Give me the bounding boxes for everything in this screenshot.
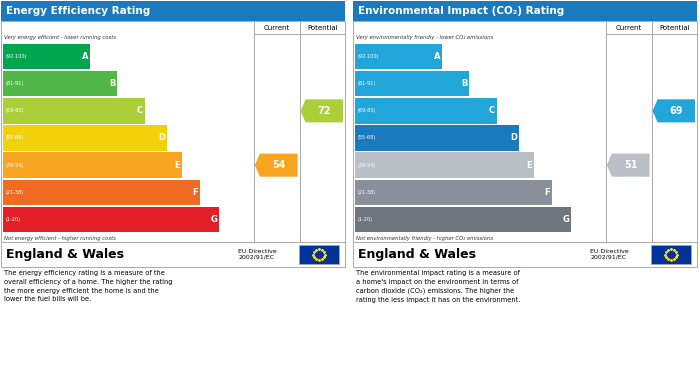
Bar	[353, 21, 697, 242]
Text: (1-20): (1-20)	[6, 217, 21, 222]
Text: (1-20): (1-20)	[358, 217, 373, 222]
Text: (92-100): (92-100)	[358, 54, 379, 59]
Text: (39-54): (39-54)	[6, 163, 24, 168]
Text: E: E	[526, 161, 532, 170]
Text: D: D	[510, 133, 517, 142]
Text: Very environmentally friendly - lower CO₂ emissions: Very environmentally friendly - lower CO…	[356, 35, 494, 40]
Text: 51: 51	[624, 160, 638, 170]
Text: (55-68): (55-68)	[6, 136, 25, 140]
Bar	[3, 44, 90, 69]
Text: The energy efficiency rating is a measure of the
overall efficiency of a home. T: The energy efficiency rating is a measur…	[4, 270, 172, 302]
Text: B: B	[461, 79, 468, 88]
Bar	[3, 98, 145, 124]
Text: A: A	[82, 52, 88, 61]
Text: F: F	[544, 188, 550, 197]
Text: C: C	[136, 106, 143, 115]
Bar	[353, 1, 697, 21]
Bar	[355, 179, 552, 205]
Text: England & Wales: England & Wales	[358, 248, 476, 261]
Polygon shape	[300, 99, 343, 122]
Text: E: E	[174, 161, 180, 170]
Text: (55-68): (55-68)	[358, 136, 377, 140]
Bar	[1, 1, 345, 21]
Text: B: B	[109, 79, 116, 88]
Bar	[355, 71, 470, 97]
Text: 54: 54	[272, 160, 286, 170]
Text: C: C	[489, 106, 495, 115]
Bar	[299, 245, 340, 264]
Bar	[355, 207, 571, 232]
Text: (81-91): (81-91)	[6, 81, 25, 86]
Text: (81-91): (81-91)	[358, 81, 377, 86]
Bar	[3, 152, 182, 178]
Text: (69-80): (69-80)	[358, 108, 377, 113]
Text: (21-38): (21-38)	[6, 190, 24, 195]
Bar	[3, 207, 220, 232]
Bar	[355, 152, 534, 178]
Text: D: D	[158, 133, 165, 142]
Bar	[353, 242, 697, 267]
Bar	[650, 245, 691, 264]
Text: Not environmentally friendly - higher CO₂ emissions: Not environmentally friendly - higher CO…	[356, 236, 493, 241]
Polygon shape	[255, 154, 298, 177]
Bar	[3, 71, 118, 97]
Text: (92-100): (92-100)	[6, 54, 27, 59]
Bar	[1, 21, 345, 242]
Text: Current: Current	[264, 25, 290, 30]
Text: G: G	[563, 215, 570, 224]
Text: Current: Current	[615, 25, 642, 30]
Text: Potential: Potential	[307, 25, 337, 30]
Text: G: G	[211, 215, 218, 224]
Text: (69-80): (69-80)	[6, 108, 25, 113]
Text: Very energy efficient - lower running costs: Very energy efficient - lower running co…	[4, 35, 116, 40]
Text: Energy Efficiency Rating: Energy Efficiency Rating	[6, 6, 150, 16]
Text: 72: 72	[318, 106, 331, 116]
Bar	[355, 125, 519, 151]
Text: A: A	[433, 52, 440, 61]
Bar	[1, 242, 345, 267]
Bar	[3, 125, 167, 151]
Polygon shape	[652, 99, 695, 122]
Bar	[355, 98, 497, 124]
Text: EU Directive
2002/91/EC: EU Directive 2002/91/EC	[590, 249, 629, 260]
Text: Environmental Impact (CO₂) Rating: Environmental Impact (CO₂) Rating	[358, 6, 564, 16]
Text: F: F	[192, 188, 197, 197]
Bar	[355, 44, 442, 69]
Text: Potential: Potential	[659, 25, 690, 30]
Text: EU Directive
2002/91/EC: EU Directive 2002/91/EC	[239, 249, 277, 260]
Text: Not energy efficient - higher running costs: Not energy efficient - higher running co…	[4, 236, 116, 241]
Text: England & Wales: England & Wales	[6, 248, 124, 261]
Polygon shape	[607, 154, 650, 177]
Text: 69: 69	[669, 106, 683, 116]
Bar	[3, 179, 200, 205]
Text: (39-54): (39-54)	[358, 163, 376, 168]
Text: The environmental impact rating is a measure of
a home's impact on the environme: The environmental impact rating is a mea…	[356, 270, 520, 303]
Text: (21-38): (21-38)	[358, 190, 376, 195]
